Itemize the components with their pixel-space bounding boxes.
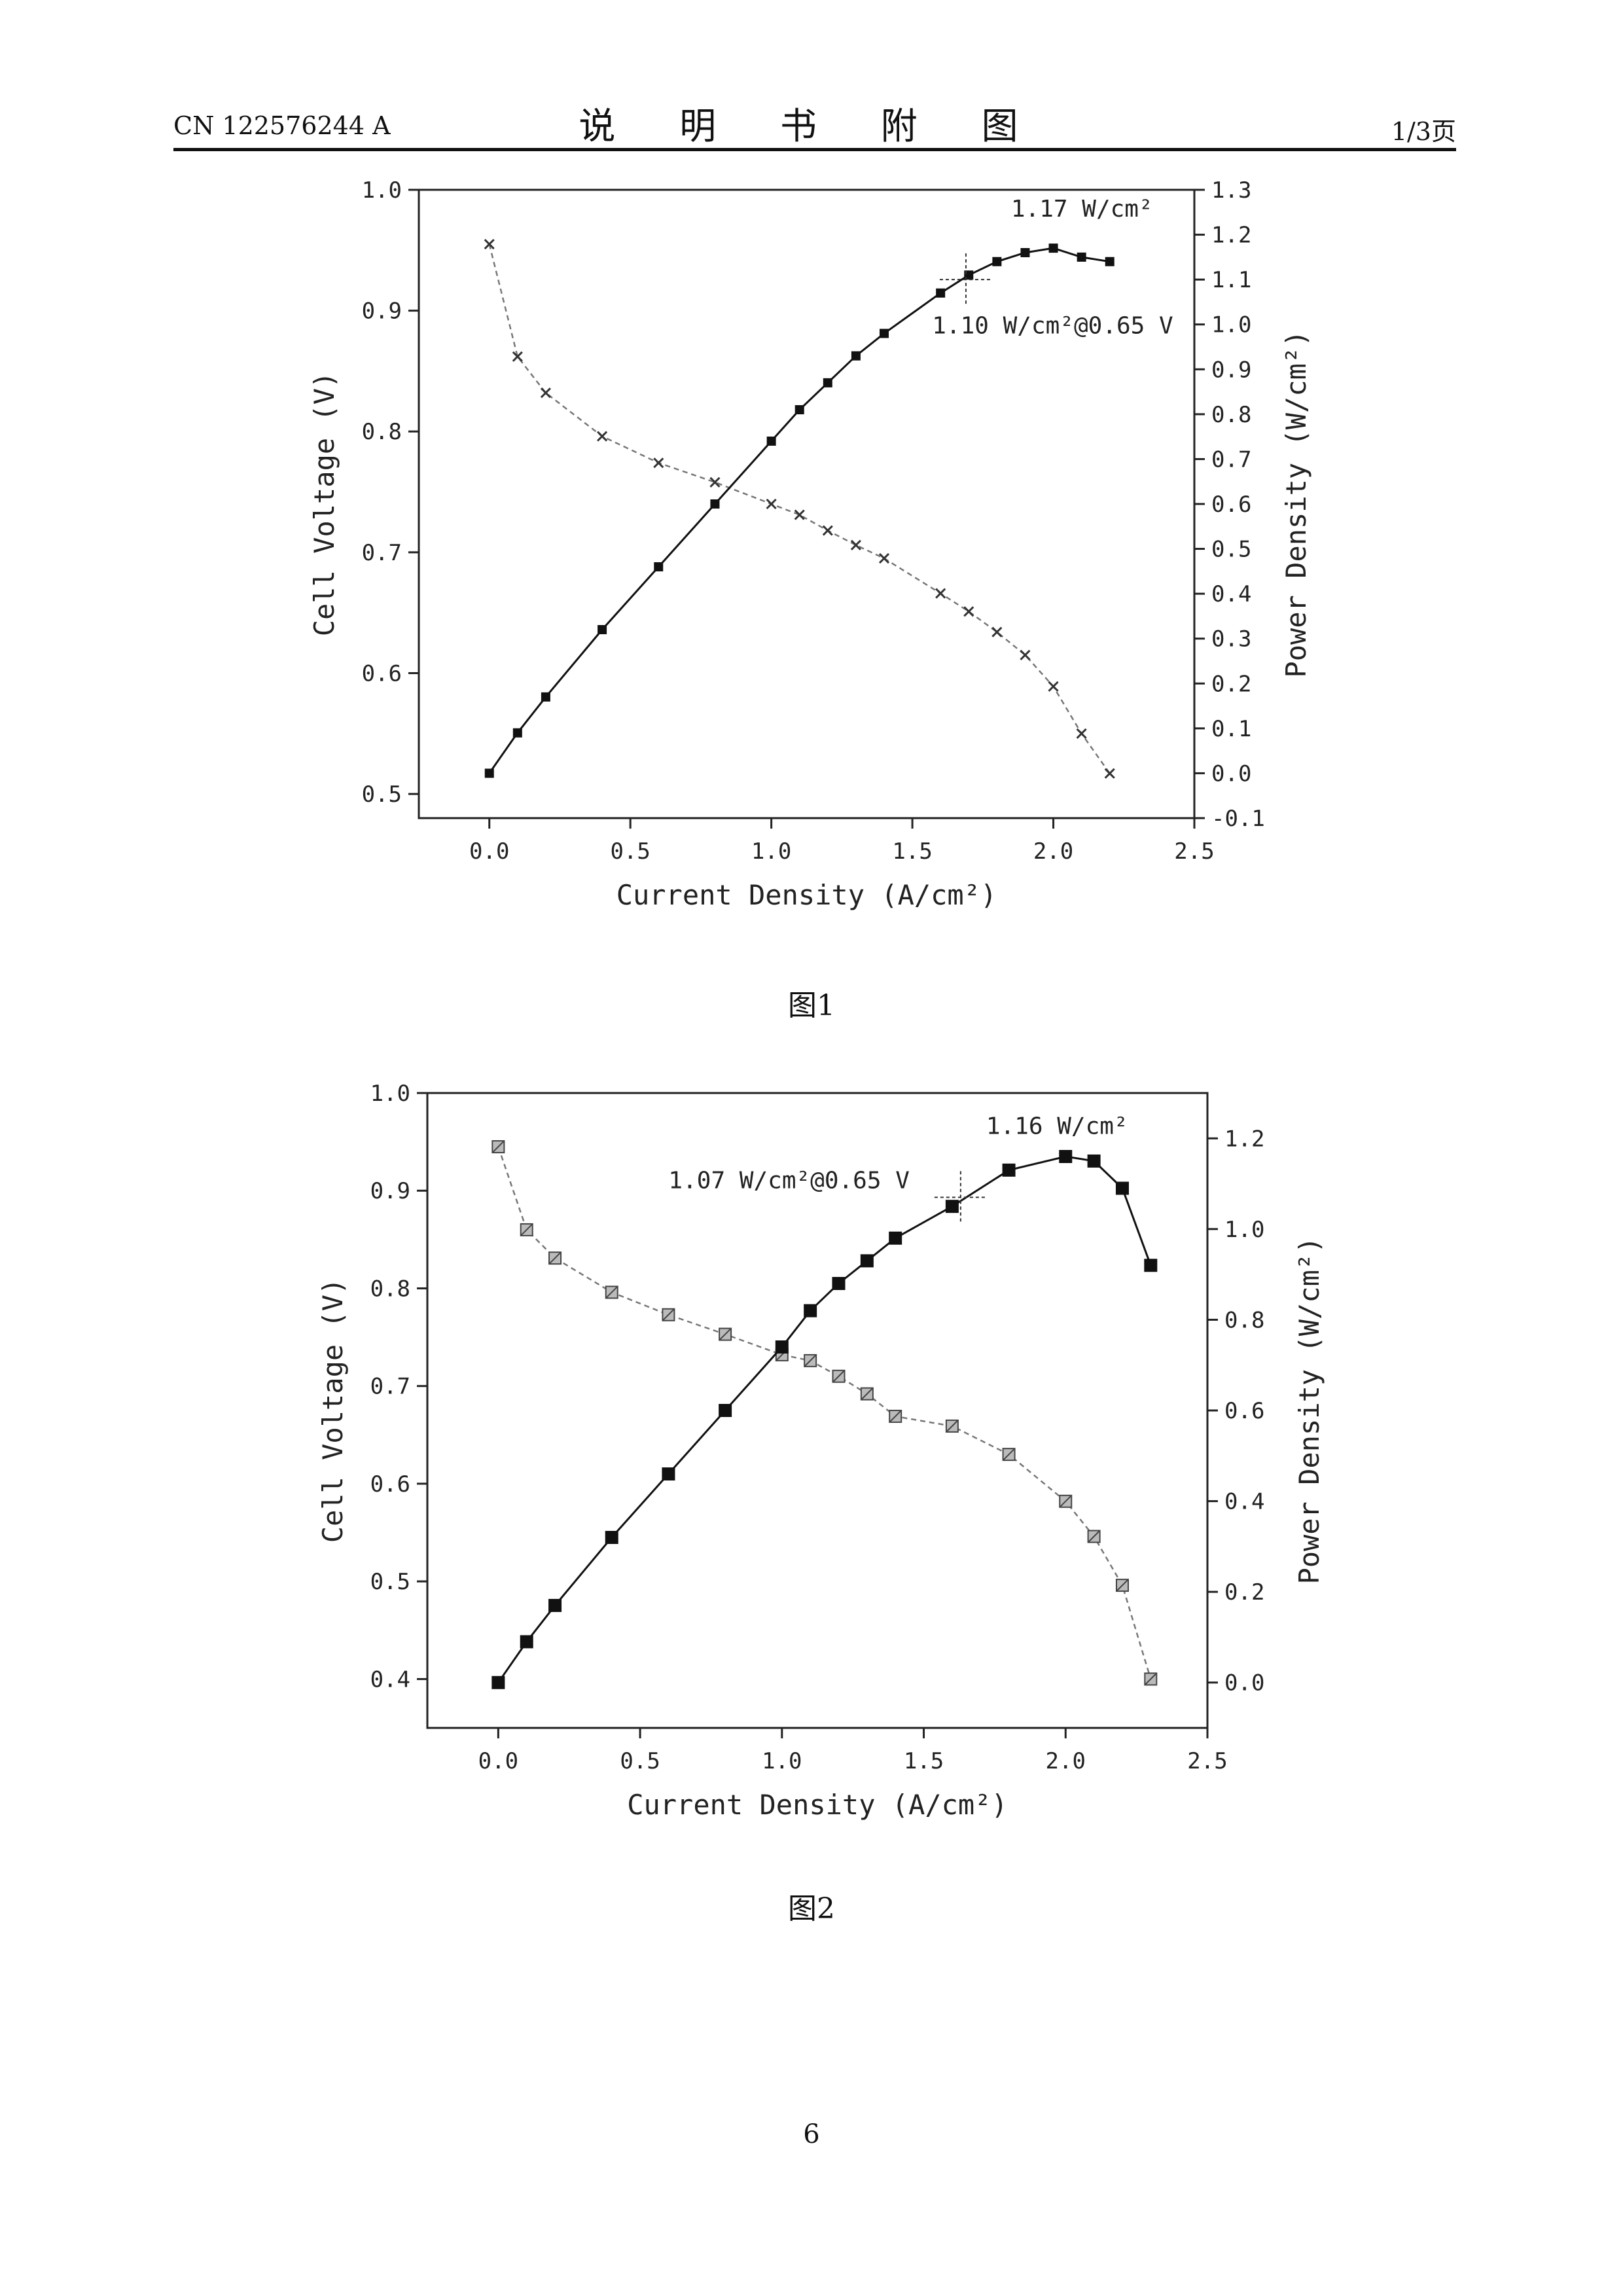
x-tick-label: 0.0: [478, 1748, 518, 1774]
y-tick-label: 1.0: [370, 1081, 410, 1107]
cell-voltage-point: [719, 1329, 731, 1340]
cell-voltage-point: [804, 1355, 816, 1367]
power-density-line: [498, 1157, 1150, 1683]
power-density-point: [1144, 1259, 1157, 1272]
peak-power-annotation: 1.16 W/cm²: [986, 1113, 1128, 1139]
cell-voltage-point: [1145, 1673, 1156, 1685]
y-tick-label: 0.7: [370, 1374, 410, 1400]
x-tick-label: 1.5: [904, 1748, 944, 1774]
cell-voltage-point: [492, 1141, 504, 1153]
power-density-point: [491, 1676, 505, 1689]
power-density-point: [1059, 1150, 1072, 1163]
x-tick-label: 2.5: [1187, 1748, 1227, 1774]
cell-voltage-line: [498, 1147, 1150, 1679]
x-tick-label: 2.0: [1046, 1748, 1086, 1774]
y-tick-label: 0.8: [370, 1276, 410, 1302]
power-density-point: [520, 1635, 533, 1648]
power-density-point: [861, 1254, 874, 1267]
cell-voltage-point: [946, 1420, 958, 1432]
cell-voltage-point: [1060, 1496, 1071, 1507]
cell-voltage-point: [889, 1410, 901, 1422]
power-density-point: [1088, 1155, 1101, 1168]
power-density-point: [1116, 1182, 1129, 1195]
cell-voltage-point: [549, 1252, 561, 1264]
y2-axis-label: Power Density (W/cm²): [1293, 1236, 1325, 1584]
power-density-point: [776, 1340, 789, 1354]
x-tick-label: 0.5: [620, 1748, 660, 1774]
power-density-point: [605, 1531, 618, 1544]
y2-tick-label: 1.2: [1224, 1126, 1264, 1152]
y2-tick-label: 0.6: [1224, 1398, 1264, 1424]
power-density-point: [548, 1599, 562, 1612]
y2-tick-label: 0.4: [1224, 1489, 1264, 1515]
power-density-point: [719, 1404, 732, 1417]
cell-voltage-point: [833, 1371, 845, 1382]
y-tick-label: 0.5: [370, 1569, 410, 1595]
x-axis-label: Current Density (A/cm²): [627, 1789, 1008, 1821]
cell-voltage-point: [1088, 1531, 1100, 1543]
x-tick-label: 1.0: [762, 1748, 802, 1774]
figure-2-chart: 0.0 0.5 1.0 1.5 2.0 2.5 0.4 0.5 0.6 0.7 0.8 0.9 1.0 0…: [0, 0, 1623, 1833]
y2-tick-label: 0.0: [1224, 1670, 1264, 1696]
figure-2-caption: 图2: [0, 1885, 1623, 1927]
page-number: 6: [0, 2119, 1623, 2149]
power-density-point: [662, 1467, 675, 1480]
power-density-point: [946, 1200, 959, 1213]
cell-voltage-point: [662, 1309, 674, 1321]
cell-voltage-point: [1116, 1579, 1128, 1591]
y-tick-label: 0.4: [370, 1666, 410, 1693]
power-density-point: [889, 1232, 902, 1245]
y-axis-label: Cell Voltage (V): [317, 1278, 349, 1543]
cell-voltage-point: [606, 1286, 618, 1298]
power-density-point: [1003, 1164, 1016, 1177]
y2-tick-label: 1.0: [1224, 1217, 1264, 1243]
y-tick-label: 0.6: [370, 1471, 410, 1498]
cell-voltage-point: [861, 1388, 873, 1400]
power-density-point: [832, 1277, 846, 1290]
operating-point-annotation: 1.07 W/cm²@0.65 V: [668, 1168, 909, 1194]
power-density-point: [804, 1304, 817, 1318]
cell-voltage-point: [1003, 1448, 1015, 1460]
cell-voltage-point: [521, 1224, 533, 1236]
y2-tick-label: 0.8: [1224, 1307, 1264, 1333]
y-tick-label: 0.9: [370, 1178, 410, 1204]
y2-tick-label: 0.2: [1224, 1579, 1264, 1605]
